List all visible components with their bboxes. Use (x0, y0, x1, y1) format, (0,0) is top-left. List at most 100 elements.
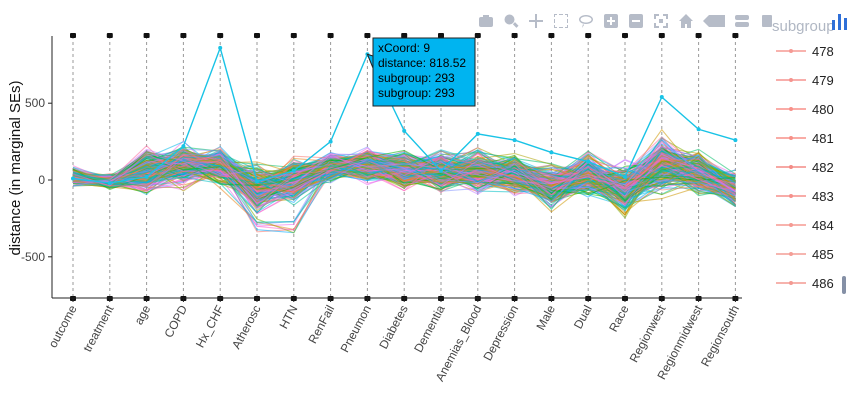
top-marker-Diabetes (401, 33, 408, 38)
camera-icon[interactable] (476, 11, 496, 31)
legend-swatch-dot (789, 194, 793, 198)
legend-label: 480 (812, 102, 834, 117)
top-marker-Regionmidwest (695, 33, 702, 38)
top-marker-Depression (511, 33, 518, 38)
legend-item-484[interactable]: 484 (776, 218, 834, 233)
series-point-293 (255, 179, 259, 184)
plotly-logo-icon[interactable] (838, 14, 841, 30)
series-point-293 (549, 150, 554, 155)
x-tick-label-outcome: outcome (46, 303, 80, 350)
subgroup-line (72, 153, 736, 206)
top-marker-age (143, 33, 150, 38)
top-marker-RenFail (327, 33, 334, 38)
x-tick-label-Pneumon: Pneumon (338, 303, 374, 355)
legend-swatch-dot (789, 165, 793, 169)
legend-item-478[interactable]: 478 (776, 44, 834, 59)
toggle-spikelines-icon[interactable] (757, 11, 777, 31)
zoom-in-icon[interactable] (601, 11, 621, 31)
x-tick-label-treatment: treatment (80, 302, 116, 354)
plotly-logo-bar (832, 20, 835, 30)
legend-item-485[interactable]: 485 (776, 247, 834, 262)
series-point-293 (71, 176, 75, 181)
series-point-293 (659, 95, 664, 100)
legend-scrollbar[interactable] (842, 276, 846, 294)
x-tick-label-RenFail: RenFail (305, 303, 337, 346)
zoom-icon[interactable] (501, 11, 521, 31)
y-ticks: -500 0 500 (21, 96, 52, 264)
x-tick-label-Atherosc: Atherosc (229, 303, 264, 351)
legend-swatch-dot (789, 223, 793, 227)
x-tick-label-COPD: COPD (161, 303, 190, 340)
zoom-out-icon[interactable] (626, 11, 646, 31)
x-tick-label-Dementia: Dementia (411, 303, 448, 355)
series-point-293 (586, 159, 591, 164)
legend-label: 478 (812, 44, 834, 59)
legend-title: subgroup (772, 18, 835, 35)
series-point-293 (107, 181, 112, 186)
top-marker-Dual (585, 33, 592, 38)
x-tick-label-Dual: Dual (571, 303, 595, 331)
top-marker-Atherosc (254, 33, 260, 38)
x-tick-label-age: age (131, 303, 153, 328)
legend-item-479[interactable]: 479 (776, 73, 834, 88)
series-point-293 (328, 139, 333, 144)
legend-item-481[interactable]: 481 (776, 131, 834, 146)
tooltip-pointer (366, 53, 374, 69)
legend-item-486[interactable]: 486 (776, 276, 834, 291)
reset-axes-icon[interactable] (676, 11, 696, 31)
subgroup-line (72, 140, 736, 192)
series-point-293 (439, 168, 443, 173)
series-point-293 (475, 131, 480, 136)
hover-compare-icon[interactable] (732, 11, 752, 31)
tooltip-box (372, 37, 476, 107)
subgroup-line (72, 154, 736, 201)
highlighted-series (71, 45, 738, 186)
legend-label: 486 (812, 276, 834, 291)
axes (51, 36, 742, 299)
top-marker-outcome (70, 33, 76, 38)
x-tick-label-Regionwest: Regionwest (627, 302, 669, 365)
plot-modebar (476, 10, 782, 32)
y-tick-label: 500 (25, 96, 45, 110)
hover-closest-icon[interactable] (701, 11, 727, 31)
legend-label: 482 (812, 160, 834, 175)
legend: subgroup 478 479 480 481 482 483 484 485 486 (772, 14, 847, 294)
legend-label: 479 (812, 73, 834, 88)
series-point-293 (512, 138, 517, 143)
y-tick-label: -500 (21, 250, 45, 264)
legend-swatch-dot (789, 281, 793, 285)
legend-item-483[interactable]: 483 (776, 189, 834, 204)
x-tick-label-HTN: HTN (277, 303, 301, 331)
legend-swatch-dot (789, 252, 793, 256)
legend-swatch-dot (789, 78, 793, 82)
top-marker-Pneumon (364, 33, 371, 38)
top-marker-Hx_CHF (217, 33, 224, 38)
tooltip-line: distance: 818.52 (378, 56, 466, 70)
series-point-293 (291, 168, 296, 173)
series-point-293 (402, 128, 407, 133)
series-point-293 (218, 45, 223, 50)
top-marker-Anemias_Blood (474, 33, 481, 38)
series-point-293 (144, 174, 149, 179)
pan-icon[interactable] (526, 11, 546, 31)
subgroup-line (72, 158, 736, 209)
x-tick-label-Diabetes: Diabetes (376, 303, 411, 351)
legend-item-480[interactable]: 480 (776, 102, 834, 117)
top-marker-Regionwest (658, 33, 665, 38)
subgroup-line (72, 150, 736, 194)
autoscale-icon[interactable] (651, 11, 671, 31)
top-marker-treatment (106, 33, 113, 38)
lasso-icon[interactable] (576, 11, 596, 31)
legend-label: 485 (812, 247, 834, 262)
x-tick-label-Regionsouth: Regionsouth (698, 303, 742, 369)
legend-item-482[interactable]: 482 (776, 160, 834, 175)
x-tick-label-Depression: Depression (480, 303, 521, 363)
y-axis-title: distance (in marginal SEs) (7, 80, 24, 255)
top-marker-Regionsouth (732, 33, 739, 38)
x-tick-label-Race: Race (606, 303, 632, 335)
legend-swatch-dot (789, 49, 793, 53)
top-marker-Male (548, 33, 555, 38)
x-ticks: outcome treatment age COPD Hx_CHF Atherosc HTN… (46, 298, 742, 384)
tooltip-line: subgroup: 293 (378, 86, 455, 100)
